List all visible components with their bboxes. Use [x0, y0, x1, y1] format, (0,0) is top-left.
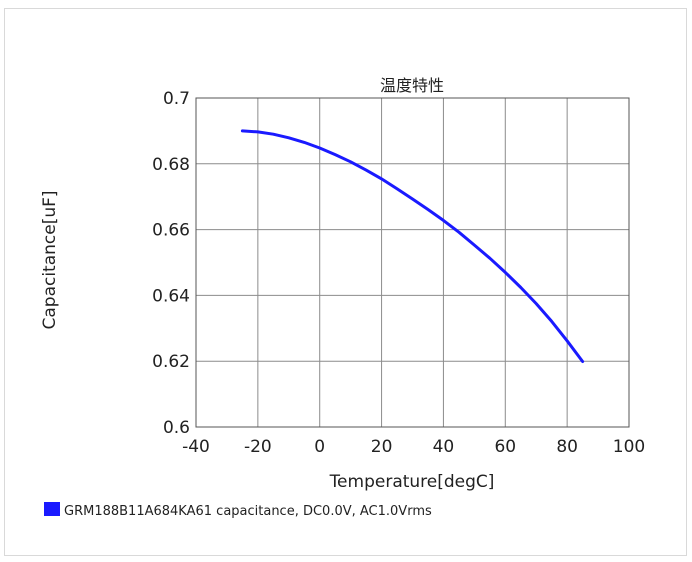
x-tick-label: 20	[371, 437, 393, 457]
y-tick-label: 0.6	[163, 418, 190, 438]
x-axis-ticks: -40 -20 0 20 40 60 80 100	[182, 437, 645, 457]
legend-label: GRM188B11A684KA61 capacitance, DC0.0V, A…	[64, 504, 432, 519]
x-tick-label: -40	[182, 437, 210, 457]
x-tick-label: 60	[494, 437, 516, 457]
y-tick-label: 0.68	[152, 155, 190, 175]
legend-swatch	[44, 502, 60, 516]
x-axis-label: Temperature[degC]	[329, 472, 495, 492]
x-tick-label: 100	[613, 437, 645, 457]
plot-area	[195, 97, 630, 428]
y-tick-label: 0.7	[163, 89, 190, 109]
chart-frame	[4, 8, 687, 556]
x-tick-label: -20	[244, 437, 272, 457]
y-axis-ticks: 0.6 0.62 0.64 0.66 0.68 0.7	[152, 89, 190, 438]
x-tick-label: 0	[314, 437, 325, 457]
y-tick-label: 0.62	[152, 352, 190, 372]
y-axis-label: Capacitance[uF]	[40, 190, 60, 329]
x-tick-label: 80	[556, 437, 578, 457]
y-tick-label: 0.64	[152, 286, 190, 306]
chart-title: 温度特性	[380, 76, 444, 95]
grid-lines	[196, 98, 629, 427]
x-tick-label: 40	[433, 437, 455, 457]
y-tick-label: 0.66	[152, 221, 190, 241]
series-line-capacitance	[240, 129, 585, 363]
